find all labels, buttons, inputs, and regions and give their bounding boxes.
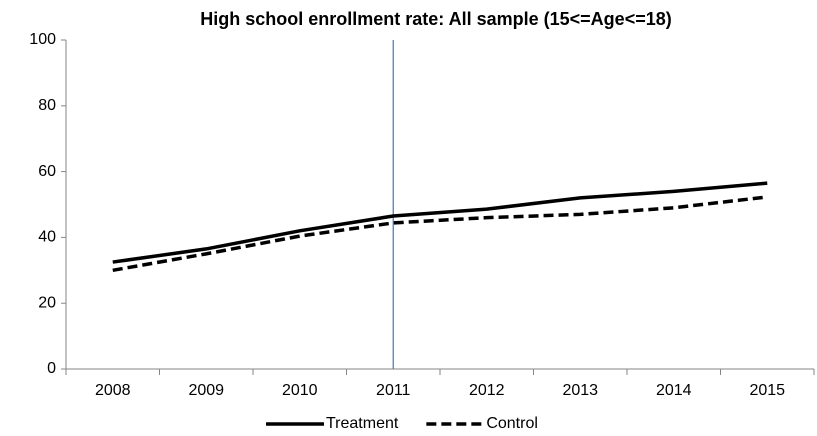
x-tick-label: 2014 bbox=[656, 382, 692, 399]
legend-label: Treatment bbox=[326, 415, 399, 432]
y-tick-label: 80 bbox=[38, 97, 56, 114]
x-tick-label: 2011 bbox=[376, 382, 411, 399]
x-tick-label: 2009 bbox=[188, 382, 224, 399]
y-tick-label: 20 bbox=[38, 294, 56, 311]
y-tick-label: 0 bbox=[47, 360, 56, 377]
x-tick-label: 2012 bbox=[469, 382, 505, 399]
y-tick-label: 40 bbox=[38, 229, 56, 246]
legend-label: Control bbox=[486, 415, 538, 432]
y-tick-label: 100 bbox=[29, 31, 56, 48]
x-tick-label: 2008 bbox=[95, 382, 131, 399]
x-tick-label: 2013 bbox=[562, 382, 598, 399]
line-series bbox=[112, 181, 768, 264]
y-tick-label: 60 bbox=[38, 163, 56, 180]
x-tick-label: 2015 bbox=[749, 382, 785, 399]
line-series bbox=[112, 195, 768, 273]
chart-title: High school enrollment rate: All sample … bbox=[200, 9, 671, 29]
x-tick-label: 2010 bbox=[282, 382, 318, 399]
